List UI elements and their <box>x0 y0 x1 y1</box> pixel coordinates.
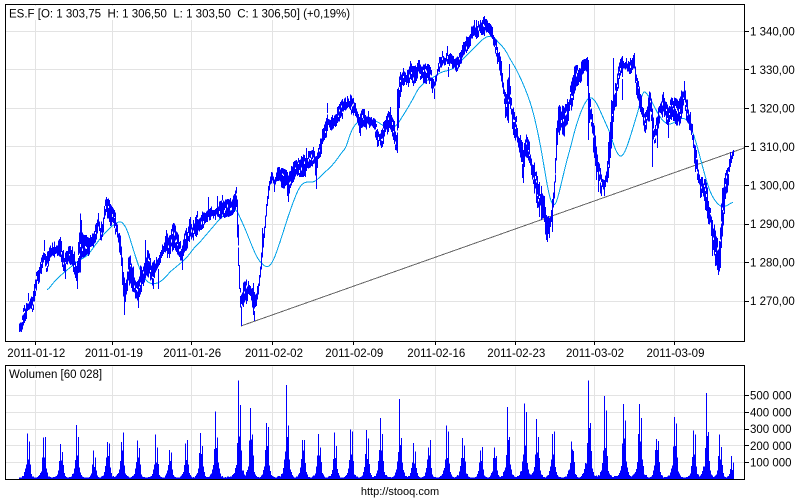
svg-text:1 320,00: 1 320,00 <box>750 103 795 115</box>
svg-text:200 000: 200 000 <box>750 441 792 453</box>
svg-text:400 000: 400 000 <box>750 407 792 419</box>
svg-text:Wolumen [60 028]: Wolumen [60 028] <box>9 369 102 381</box>
svg-text:2011-02-23: 2011-02-23 <box>487 348 545 360</box>
svg-text:2011-03-09: 2011-03-09 <box>647 348 705 360</box>
svg-text:2011-01-19: 2011-01-19 <box>85 348 143 360</box>
svg-text:1 290,00: 1 290,00 <box>750 219 795 231</box>
svg-text:500 000: 500 000 <box>750 391 792 403</box>
svg-text:300 000: 300 000 <box>750 424 792 436</box>
svg-text:2011-01-26: 2011-01-26 <box>163 348 221 360</box>
svg-text:1 340,00: 1 340,00 <box>750 26 795 38</box>
svg-text:100 000: 100 000 <box>750 458 792 470</box>
svg-text:http://stooq.com: http://stooq.com <box>361 486 439 498</box>
svg-text:1 300,00: 1 300,00 <box>750 181 795 193</box>
svg-text:2011-01-12: 2011-01-12 <box>7 348 65 360</box>
svg-text:1 270,00: 1 270,00 <box>750 296 795 308</box>
svg-text:1 310,00: 1 310,00 <box>750 142 795 154</box>
svg-text:2011-03-02: 2011-03-02 <box>566 348 624 360</box>
svg-text:2011-02-16: 2011-02-16 <box>407 348 465 360</box>
svg-text:ES.F [O: 1 303,75 H: 1 306,50: ES.F [O: 1 303,75 H: 1 306,50 L: 1 303,5… <box>9 9 350 21</box>
svg-text:1 330,00: 1 330,00 <box>750 65 795 77</box>
svg-text:2011-02-09: 2011-02-09 <box>325 348 383 360</box>
svg-text:1 280,00: 1 280,00 <box>750 258 795 270</box>
svg-text:2011-02-02: 2011-02-02 <box>245 348 303 360</box>
